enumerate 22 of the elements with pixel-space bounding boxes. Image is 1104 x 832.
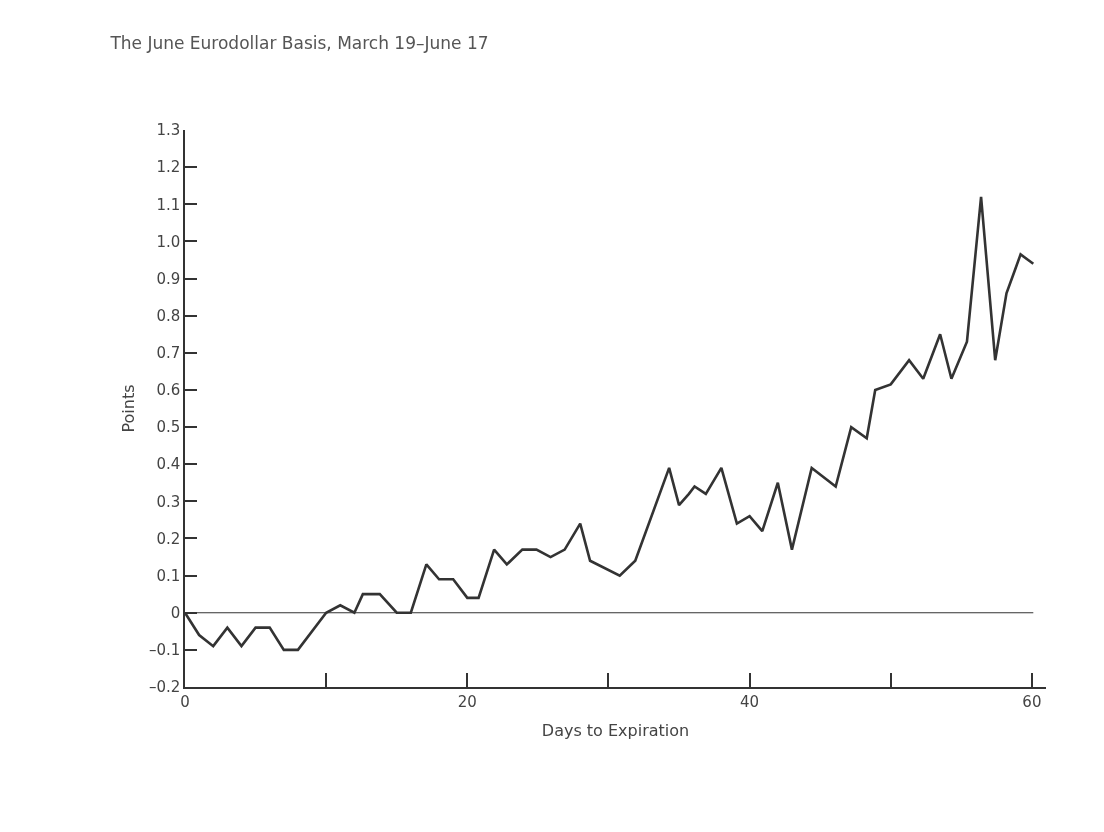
y-tick-label: 1.2 bbox=[156, 158, 181, 177]
y-tick-label: 0.4 bbox=[156, 455, 181, 474]
x-tick-label: 20 bbox=[457, 692, 477, 711]
y-tick-label: 0.9 bbox=[156, 269, 181, 288]
x-tick-label: 40 bbox=[740, 692, 760, 711]
chart-title: The June Eurodollar Basis, March 19–June 17 bbox=[109, 33, 489, 54]
y-tick-label: 0.3 bbox=[156, 492, 181, 511]
y-tick-label: –0.2 bbox=[148, 678, 181, 697]
y-tick-label: 0.1 bbox=[156, 566, 181, 585]
x-axis-title: Days to Expiration bbox=[541, 720, 690, 740]
x-tick-label: 60 bbox=[1022, 692, 1042, 711]
y-tick-label: 0.8 bbox=[156, 306, 181, 325]
y-tick-label: 0 bbox=[170, 603, 181, 622]
y-tick-label: 1.3 bbox=[156, 121, 181, 140]
y-axis-title: Points bbox=[119, 384, 139, 433]
y-tick-label: 1.1 bbox=[156, 195, 181, 214]
y-tick-label: 1.0 bbox=[156, 232, 181, 251]
y-tick-label: 0.6 bbox=[156, 381, 181, 400]
y-tick-label: 0.7 bbox=[156, 344, 181, 363]
y-tick-label: 0.2 bbox=[156, 529, 181, 548]
y-tick-label: 0.5 bbox=[156, 418, 181, 437]
y-tick-label: –0.1 bbox=[148, 641, 181, 660]
